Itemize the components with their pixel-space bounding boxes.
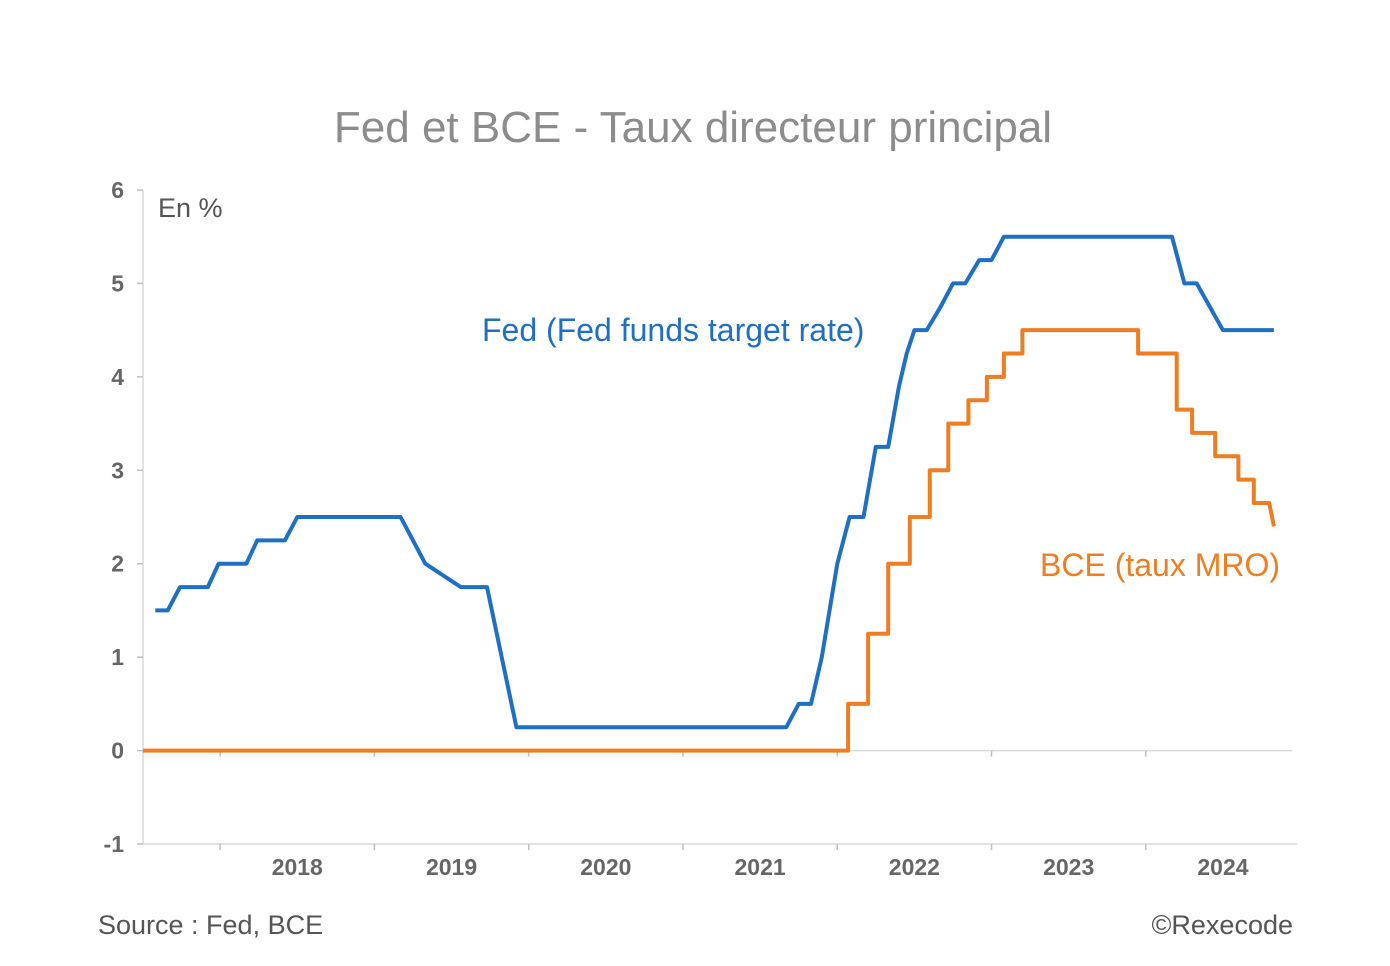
fed-series-label: Fed (Fed funds target rate) xyxy=(482,312,864,348)
x-tick-label: 2019 xyxy=(426,854,477,880)
bce-series-line xyxy=(143,328,1276,753)
y-tick-label: 6 xyxy=(111,177,124,203)
source-note: Source : Fed, BCE xyxy=(98,910,324,940)
copyright-note: ©Rexecode xyxy=(1151,910,1293,940)
y-tick-label: 5 xyxy=(111,270,124,296)
bce-series-label: BCE (taux MRO) xyxy=(1040,547,1280,583)
x-tick-label: 2024 xyxy=(1197,854,1248,880)
chart-title: Fed et BCE - Taux directeur principal xyxy=(334,103,1052,152)
y-tick-label: 1 xyxy=(111,644,124,670)
y-tick-label: 2 xyxy=(111,551,124,577)
y-tick-label: 3 xyxy=(111,457,124,483)
y-tick-label: 4 xyxy=(111,364,124,390)
series-lines xyxy=(143,234,1276,753)
x-tick-label: 2020 xyxy=(580,854,631,880)
fed-series-line xyxy=(155,234,1274,730)
y-unit-label: En % xyxy=(158,193,223,223)
x-tick-label: 2018 xyxy=(272,854,323,880)
x-tick-label: 2023 xyxy=(1043,854,1094,880)
x-tick-label: 2021 xyxy=(735,854,786,880)
axes: -1 0 1 2 3 4 5 6 2018 2019 2020 2021 2022 2023 2024 xyxy=(104,177,1297,880)
y-tick-label: 0 xyxy=(111,738,124,764)
x-tick-label: 2022 xyxy=(889,854,940,880)
y-tick-label: -1 xyxy=(104,831,125,857)
